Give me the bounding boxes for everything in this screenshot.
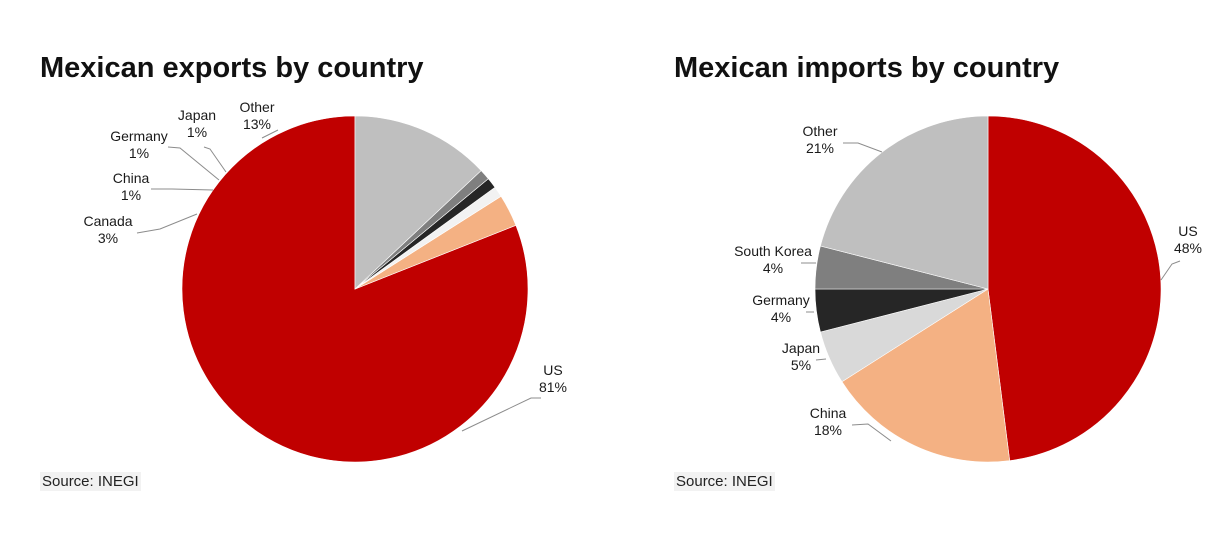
imports-value-label-china: 18%	[814, 422, 842, 438]
imports-leader-line-japan	[815, 358, 827, 361]
exports-label-other: Other	[239, 99, 274, 115]
imports-label-south-korea: South Korea	[734, 243, 812, 259]
exports-value-label-canada: 3%	[98, 230, 118, 246]
exports-chart-panel: Mexican exports by country US 81% Canada 3%…	[0, 0, 600, 556]
imports-value-label-us: 48%	[1174, 240, 1202, 256]
imports-chart-title: Mexican imports by country	[674, 52, 1060, 84]
imports-leader-line-other	[843, 142, 883, 153]
exports-value-label-japan: 1%	[187, 124, 207, 140]
exports-leader-line-other	[261, 129, 279, 139]
exports-source-note: Source: INEGI	[40, 472, 141, 491]
exports-value-label-other: 13%	[243, 116, 271, 132]
imports-slice-china	[841, 288, 1011, 463]
exports-leader-line-canada	[136, 213, 198, 234]
exports-value-label-us: 81%	[539, 379, 567, 395]
exports-label-japan: Japan	[178, 107, 216, 123]
exports-pie-chart: US81%Canada3%China1%Germany1%Japan1%Othe…	[83, 99, 567, 463]
imports-label-japan: Japan	[782, 340, 820, 356]
imports-value-label-other: 21%	[806, 140, 834, 156]
exports-chart-title: Mexican exports by country	[40, 52, 424, 84]
imports-label-us: US	[1178, 223, 1197, 239]
imports-slice-us	[987, 115, 1162, 461]
imports-source-note: Source: INEGI	[674, 472, 775, 491]
exports-label-us: US	[543, 362, 562, 378]
exports-leader-line-germany	[167, 146, 220, 181]
imports-value-label-germany: 4%	[771, 309, 791, 325]
exports-leader-line-us	[461, 397, 541, 432]
imports-chart-panel: Mexican imports by country US 48% China 18%…	[620, 0, 1220, 556]
exports-label-germany: Germany	[110, 128, 168, 144]
imports-label-other: Other	[802, 123, 837, 139]
imports-leader-line-china	[851, 423, 892, 442]
imports-value-label-japan: 5%	[791, 357, 811, 373]
imports-label-germany: Germany	[752, 292, 810, 308]
exports-leader-line-japan	[203, 146, 227, 173]
imports-value-label-south-korea: 4%	[763, 260, 783, 276]
imports-slice-other	[820, 115, 989, 290]
imports-label-china: China	[810, 405, 847, 421]
exports-value-label-china: 1%	[121, 187, 141, 203]
exports-label-canada: Canada	[83, 213, 132, 229]
exports-leader-line-china	[151, 188, 214, 191]
exports-slice-other	[354, 115, 482, 290]
exports-value-label-germany: 1%	[129, 145, 149, 161]
exports-label-china: China	[113, 170, 150, 186]
imports-leader-line-us	[1160, 260, 1181, 281]
